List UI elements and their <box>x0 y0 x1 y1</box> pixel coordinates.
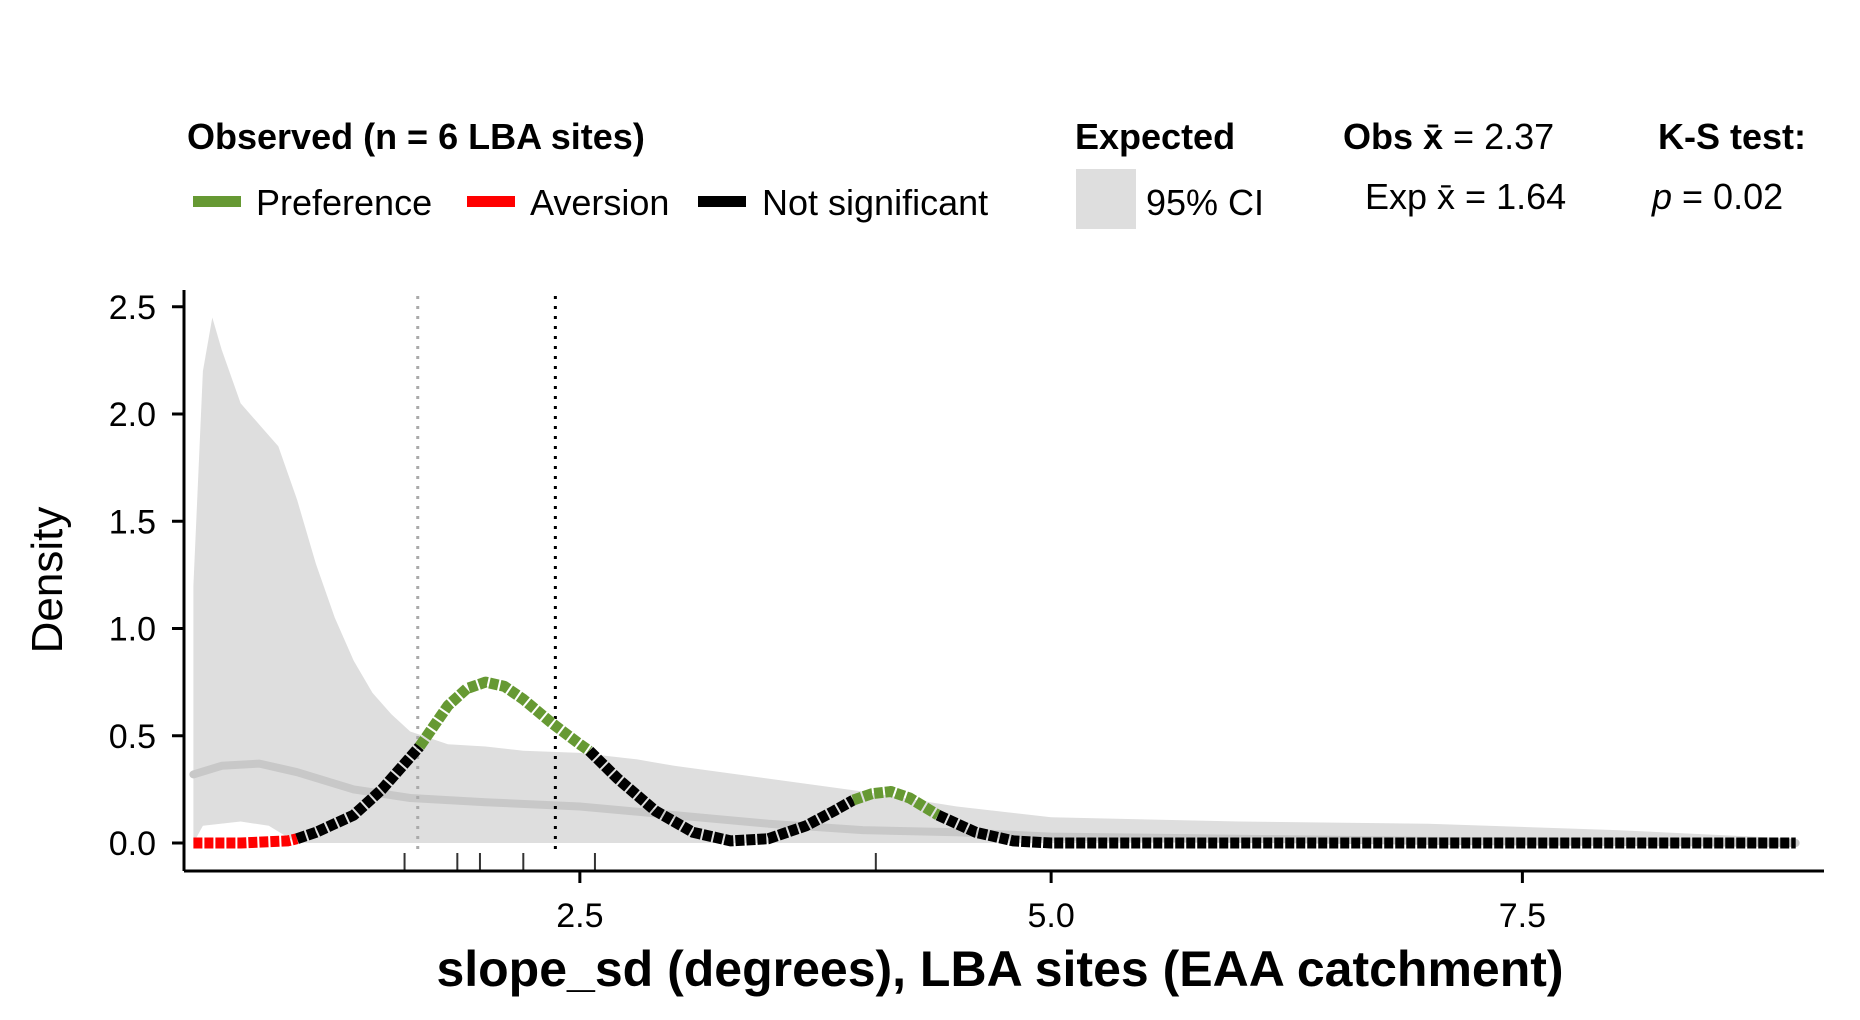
y-tick-label: 0.0 <box>109 825 156 863</box>
observed-segment-not-significant <box>585 746 856 847</box>
x-axis-title: slope_sd (degrees), LBA sites (EAA catch… <box>436 941 1563 997</box>
observed-segment-not-significant <box>935 810 1796 849</box>
legend-label-aversion: Aversion <box>530 182 669 223</box>
legend-label-ci: 95% CI <box>1146 182 1264 223</box>
x-tick-label: 5.0 <box>1027 897 1074 935</box>
legend-key-not-significant <box>698 196 746 207</box>
observed-segment-preference <box>851 786 941 820</box>
rug-marks <box>403 853 877 871</box>
y-tick-label: 0.5 <box>109 718 156 756</box>
observed-segment-not-significant <box>295 742 424 844</box>
exp-mean-label: Exp x̄ = 1.64 <box>1365 176 1566 217</box>
obs-mean-label: Obs x̄ = 2.37 <box>1343 116 1554 157</box>
ks-test-title: K-S test: <box>1658 116 1806 157</box>
legend: Observed (n = 6 LBA sites) Preference Av… <box>187 116 1806 229</box>
legend-key-preference <box>193 196 241 207</box>
legend-key-aversion <box>467 196 515 207</box>
observed-density <box>193 676 1796 849</box>
axes: 0.0 0.5 1.0 1.5 2.0 2.5 2.5 5.0 7.5 <box>109 289 1824 935</box>
y-tick-label: 2.0 <box>109 396 156 434</box>
x-axis-ticks: 2.5 5.0 7.5 <box>556 871 1546 935</box>
legend-expected-title: Expected <box>1075 116 1235 157</box>
legend-key-ci <box>1076 169 1136 229</box>
y-axis-title: Density <box>23 507 72 654</box>
y-tick-label: 1.5 <box>109 503 156 541</box>
legend-label-not-significant: Not significant <box>762 182 988 223</box>
ci-band <box>193 317 1796 843</box>
y-axis-ticks: 0.0 0.5 1.0 1.5 2.0 2.5 <box>109 289 184 863</box>
plot-area <box>189 296 1800 871</box>
observed-segment-aversion <box>193 833 299 849</box>
x-tick-label: 2.5 <box>556 897 603 935</box>
legend-observed-title: Observed (n = 6 LBA sites) <box>187 116 645 157</box>
observed-segment-preference <box>415 676 593 756</box>
legend-label-preference: Preference <box>256 182 432 223</box>
y-tick-label: 1.0 <box>109 611 156 649</box>
x-tick-label: 7.5 <box>1499 897 1546 935</box>
y-tick-label: 2.5 <box>109 289 156 327</box>
ks-test-p-value: p = 0.02 <box>1651 176 1783 217</box>
